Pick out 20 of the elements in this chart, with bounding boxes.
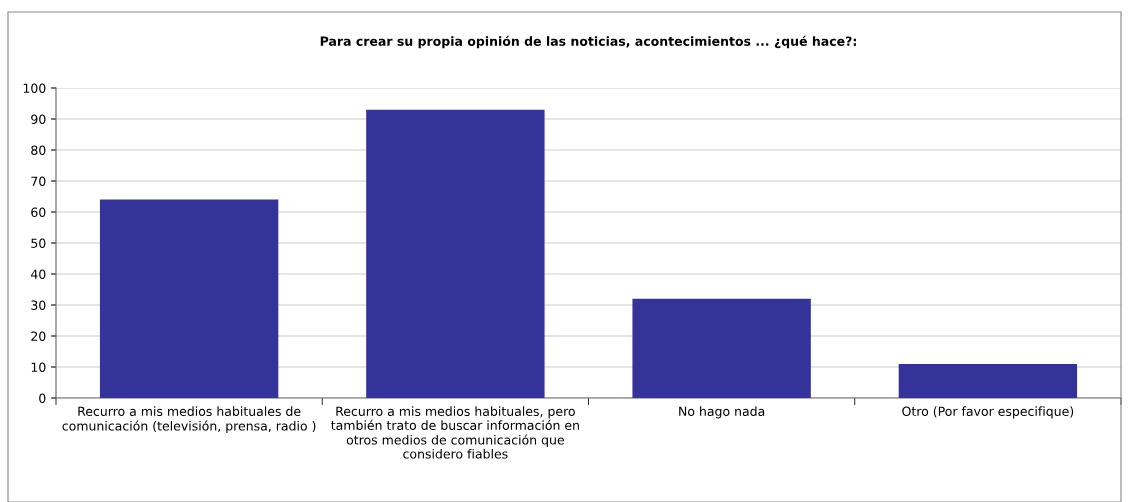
y-tick-label: 20: [31, 331, 46, 341]
bar: [366, 109, 545, 398]
y-tick-label: 100: [23, 83, 46, 93]
x-tick-label: Otro (Por favor especifique): [902, 406, 1074, 419]
y-tick-label: 90: [31, 114, 46, 124]
y-tick-label: 70: [31, 176, 46, 186]
y-tick-label: 40: [30, 269, 46, 279]
y-tick-label: 10: [31, 362, 46, 372]
bar: [632, 298, 811, 398]
y-tick-label: 60: [31, 207, 46, 217]
bar: [99, 199, 279, 398]
x-tick-label: Recurro a mis medios habituales, pero también trato de buscar información en otros medios de comunicación que considero fiables: [331, 406, 579, 459]
y-tick-label: 30: [31, 300, 46, 310]
y-tick-label: 80: [31, 145, 46, 155]
chart-title: Para crear su propia opinión de las noticias, acontecimientos ... ¿qué hace?:: [320, 35, 856, 49]
x-tick-label: No hago nada: [679, 406, 765, 419]
x-tick-label: Recurro a mis medios habituales de comunicación (televisión, prensa, radio ): [62, 406, 316, 434]
bar: [898, 363, 1078, 398]
y-tick-label: 0: [39, 393, 46, 403]
y-tick-label: 50: [31, 238, 46, 248]
